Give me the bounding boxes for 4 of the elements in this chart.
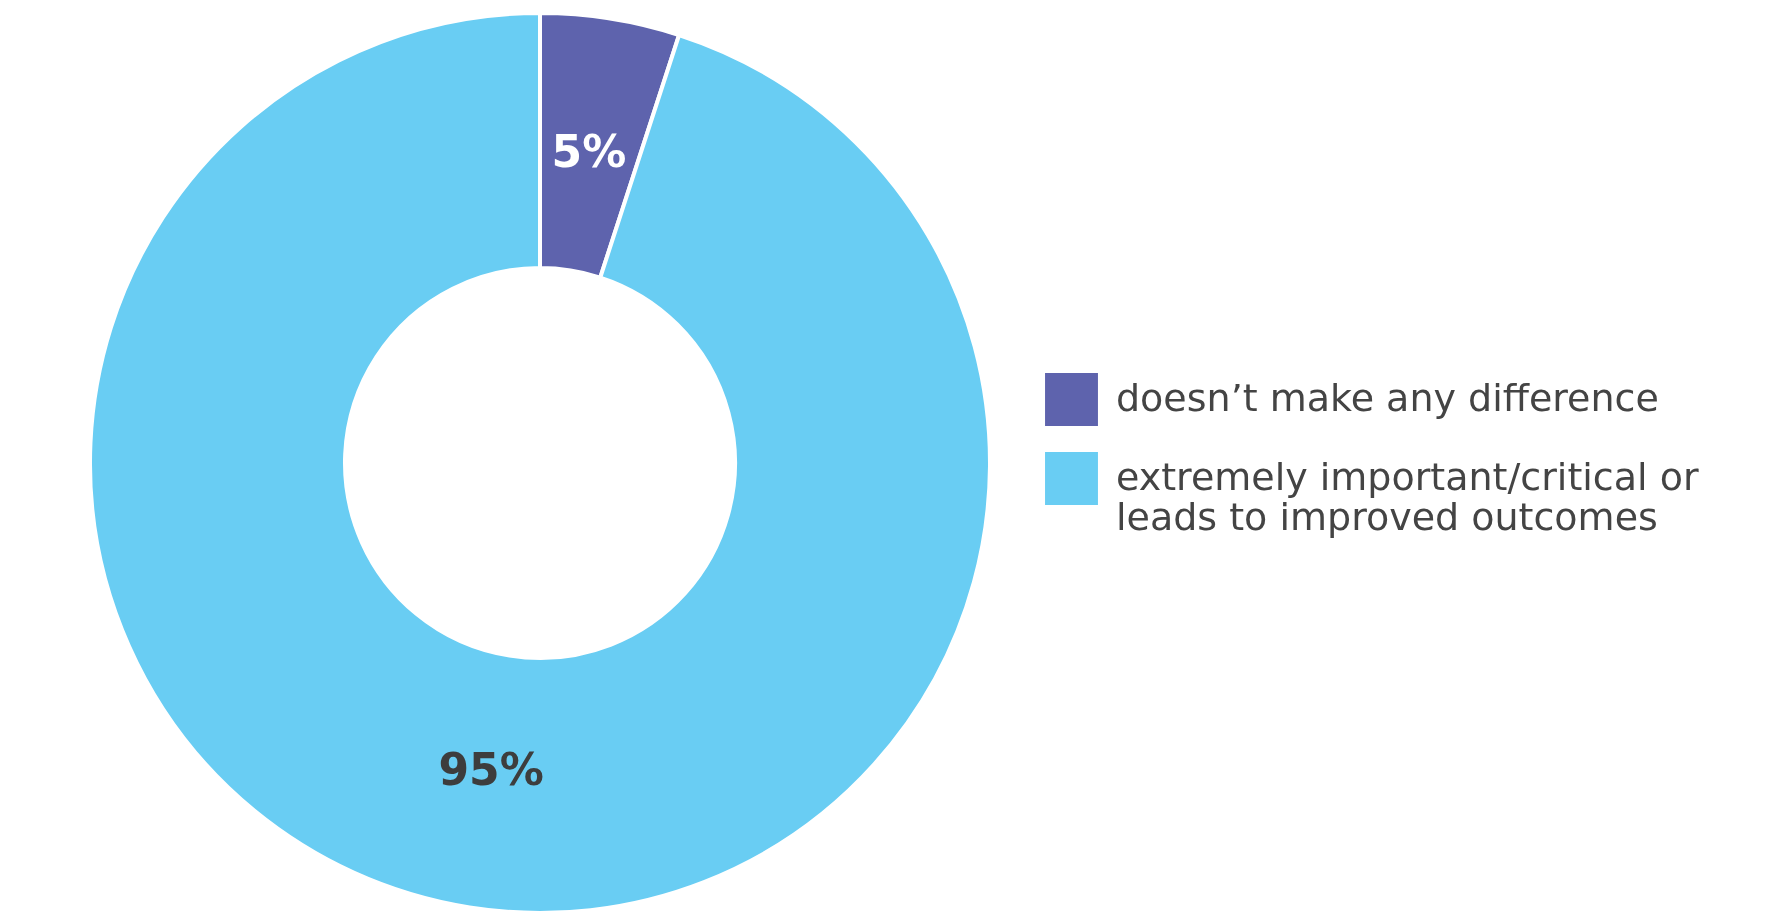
legend-label: extremely important/critical or leads to improved outcomes [1116,454,1699,539]
data-label: 95% [438,743,544,795]
data-label: 5% [551,126,627,178]
legend-label: doesn’t make any difference [1116,375,1659,420]
